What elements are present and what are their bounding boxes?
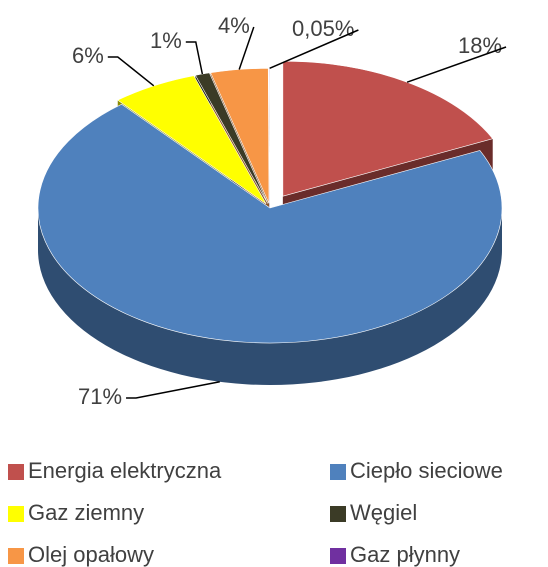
legend-swatch <box>8 548 24 564</box>
legend-label: Gaz ziemny <box>28 500 144 525</box>
data-label: 1% <box>150 28 182 53</box>
legend-swatch <box>330 506 346 522</box>
leader-line <box>107 56 155 87</box>
legend-label: Energia elektryczna <box>28 458 222 483</box>
leader-line <box>238 26 255 70</box>
leader-line <box>185 41 204 75</box>
legend-swatch <box>8 464 24 480</box>
legend-label: Ciepło sieciowe <box>350 458 503 483</box>
data-label: 0,05% <box>292 16 354 41</box>
slice-wall <box>38 208 502 385</box>
data-label: 4% <box>218 13 250 38</box>
leader-line <box>126 381 220 399</box>
slice <box>117 75 267 205</box>
slice <box>282 60 494 197</box>
slice <box>268 68 271 204</box>
slice <box>37 103 503 344</box>
data-label: 6% <box>72 43 104 68</box>
data-label: 18% <box>458 33 502 58</box>
legend-label: Olej opałowy <box>28 542 154 567</box>
legend-label: Gaz płynny <box>350 542 460 567</box>
slice <box>194 72 269 204</box>
slice <box>210 68 270 204</box>
leader-line <box>406 46 507 83</box>
legend-swatch <box>8 506 24 522</box>
data-label: 71% <box>78 384 122 409</box>
legend-swatch <box>330 548 346 564</box>
legend-label: Węgiel <box>350 500 417 525</box>
leader-line <box>269 29 359 70</box>
legend-swatch <box>330 464 346 480</box>
